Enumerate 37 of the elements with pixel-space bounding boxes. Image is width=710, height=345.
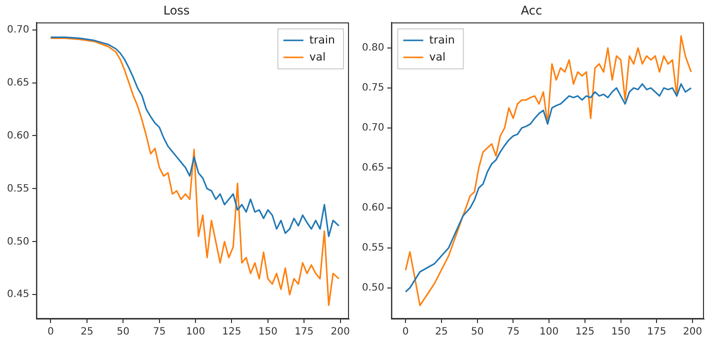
y-tick-label: 0.60: [7, 130, 30, 142]
legend-label: val: [429, 50, 446, 64]
x-tick-label: 0: [48, 326, 54, 338]
y-tick-label: 0.45: [7, 289, 30, 300]
x-tick-label: 200: [330, 326, 350, 338]
y-tick-label: 0.50: [7, 236, 30, 248]
y-tick-label: 0.60: [362, 202, 384, 214]
x-tick-label: 175: [647, 326, 666, 338]
x-tick-label: 100: [540, 326, 559, 338]
x-tick-label: 75: [152, 326, 166, 338]
y-tick-label: 0.55: [362, 242, 384, 254]
x-tick-label: 100: [186, 326, 206, 338]
y-tick-label: 0.70: [362, 122, 384, 134]
x-tick-label: 150: [611, 326, 630, 338]
x-tick-label: 50: [116, 326, 130, 338]
y-tick-label: 0.75: [362, 82, 384, 94]
x-tick-label: 125: [222, 326, 242, 338]
x-tick-label: 50: [470, 326, 484, 338]
x-tick-label: 150: [258, 326, 278, 338]
x-tick-label: 175: [294, 326, 314, 338]
chart-title: Loss: [163, 3, 190, 18]
y-tick-label: 0.70: [7, 24, 30, 36]
y-tick-label: 0.55: [7, 183, 30, 194]
x-tick-label: 200: [682, 326, 702, 338]
x-tick-label: 0: [402, 326, 409, 338]
x-tick-label: 75: [506, 326, 520, 338]
y-tick-label: 0.50: [362, 282, 384, 294]
x-tick-label: 25: [80, 326, 94, 338]
y-tick-label: 0.65: [7, 77, 30, 88]
y-tick-label: 0.65: [362, 162, 384, 174]
x-tick-label: 125: [575, 326, 594, 338]
legend-label: train: [309, 33, 336, 46]
x-tick-label: 25: [435, 326, 448, 338]
legend-label: train: [429, 33, 455, 46]
legend-label: val: [309, 50, 326, 64]
chart-title: Acc: [520, 3, 542, 18]
y-tick-label: 0.80: [362, 42, 384, 54]
